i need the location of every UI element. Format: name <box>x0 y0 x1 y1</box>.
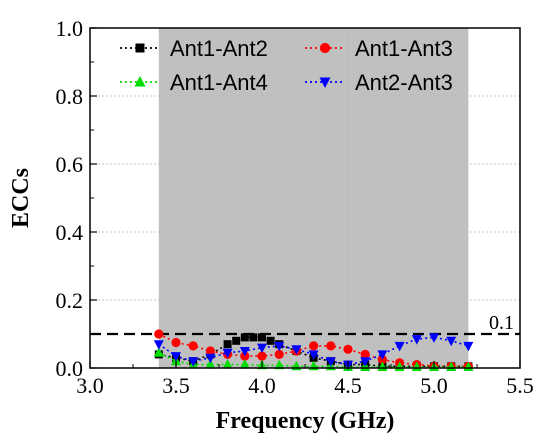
y-tick-label: 0.4 <box>56 220 84 245</box>
data-point-ant1-ant2 <box>249 333 258 342</box>
data-point-ant1-ant3 <box>360 349 370 359</box>
data-point-ant1-ant2 <box>240 333 249 342</box>
legend-marker-ant1-ant3 <box>319 42 331 54</box>
data-point-ant2-ant3 <box>188 357 199 367</box>
data-point-ant2-ant3 <box>446 336 457 347</box>
grid-layer <box>90 28 520 368</box>
data-point-ant1-ant2 <box>258 333 266 342</box>
legend-entry-ant2-ant3: Ant2-Ant3 <box>305 70 453 95</box>
data-point-ant2-ant3 <box>153 340 164 350</box>
data-point-ant1-ant4 <box>222 359 233 369</box>
x-tick-label: 4.0 <box>248 373 276 398</box>
data-point-ant2-ant3 <box>291 345 302 355</box>
data-point-ant2-ant3 <box>171 352 181 362</box>
data-point-ant1-ant2 <box>232 336 241 345</box>
data-point-ant2-ant3 <box>274 341 285 352</box>
data-point-ant1-ant3 <box>274 349 284 359</box>
data-point-ant2-ant3 <box>239 347 250 357</box>
legend-label-ant1-ant4: Ant1-Ant4 <box>170 70 268 95</box>
data-point-ant1-ant3 <box>154 329 164 339</box>
y-tick-label: 0.2 <box>56 288 84 313</box>
data-point-ant2-ant3 <box>257 343 267 354</box>
data-point-ant1-ant4 <box>153 347 164 357</box>
data-point-ant1-ant3 <box>343 344 353 354</box>
data-point-ant2-ant3 <box>325 357 336 367</box>
data-point-ant2-ant3 <box>411 335 422 345</box>
data-point-ant1-ant4 <box>205 359 216 369</box>
legend-marker-ant1-ant2 <box>135 43 145 53</box>
data-point-ant2-ant3 <box>429 333 439 343</box>
y-tick-label: 0.0 <box>56 356 84 381</box>
data-point-ant1-ant3 <box>326 341 336 351</box>
data-point-ant2-ant3 <box>360 357 371 367</box>
y-tick-label: 0.6 <box>56 152 84 177</box>
x-tick-label: 4.5 <box>334 373 362 398</box>
data-point-ant1-ant3 <box>205 346 215 356</box>
reference-line-label: 0.1 <box>489 312 514 334</box>
x-tick-label: 3.0 <box>76 373 104 398</box>
y-tick-label: 1.0 <box>56 16 84 41</box>
data-point-ant1-ant3 <box>309 341 319 351</box>
legend-label-ant2-ant3: Ant2-Ant3 <box>355 70 453 95</box>
shaded-band-layer <box>158 28 469 368</box>
data-point-ant1-ant2 <box>266 336 275 345</box>
legend-marker-ant2-ant3 <box>319 77 331 88</box>
data-point-ant1-ant4 <box>239 359 250 369</box>
series-ant2-ant3 <box>153 333 474 371</box>
data-point-ant1-ant2 <box>223 340 232 349</box>
shaded-band <box>158 28 469 368</box>
data-point-ant2-ant3 <box>205 353 216 364</box>
data-point-ant2-ant3 <box>377 350 388 360</box>
legend-marker-ant1-ant4 <box>134 76 146 87</box>
data-point-ant1-ant4 <box>274 359 285 370</box>
legend-entry-ant1-ant4: Ant1-Ant4 <box>120 70 268 95</box>
data-point-ant1-ant3 <box>188 341 198 351</box>
legend: Ant1-Ant2 Ant1-Ant3 Ant1-Ant4 Ant2-Ant3 <box>120 36 453 95</box>
data-point-ant2-ant3 <box>394 341 405 352</box>
data-point-ant2-ant3 <box>463 341 474 352</box>
x-axis-title: Frequency (GHz) <box>216 408 395 434</box>
x-tick-label: 3.5 <box>162 373 190 398</box>
legend-label-ant1-ant2: Ant1-Ant2 <box>170 36 268 61</box>
legend-entry-ant1-ant3: Ant1-Ant3 <box>305 36 453 61</box>
legend-entry-ant1-ant2: Ant1-Ant2 <box>120 36 268 61</box>
x-tick-label: 5.0 <box>420 373 448 398</box>
y-axis-title: ECCs <box>8 168 34 228</box>
data-point-ant2-ant3 <box>222 348 233 359</box>
tick-layer: 3.0 3.5 4.0 4.5 5.0 5.5 0.0 0.2 0.4 0.6 0.8 1.0 <box>56 16 534 398</box>
data-point-ant2-ant3 <box>308 350 319 360</box>
y-tick-label: 0.8 <box>56 84 84 109</box>
data-point-ant1-ant3 <box>257 351 267 361</box>
x-tick-label: 5.5 <box>506 373 534 398</box>
legend-label-ant1-ant3: Ant1-Ant3 <box>355 36 453 61</box>
data-point-ant1-ant3 <box>171 337 181 348</box>
